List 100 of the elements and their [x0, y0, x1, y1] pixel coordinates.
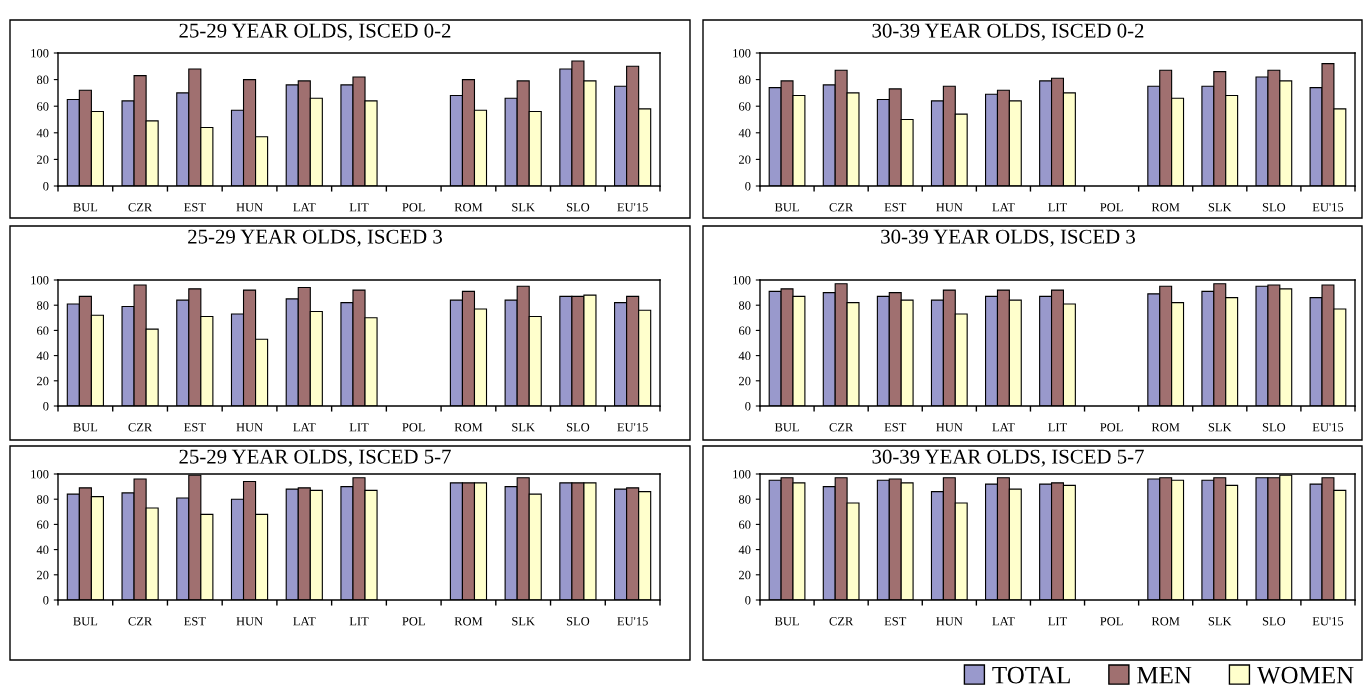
x-tick-label: EU'15 — [617, 203, 648, 212]
x-tick-label: HUN — [236, 203, 263, 212]
y-tick-label: 60 — [739, 520, 751, 529]
x-tick-label: SLO — [1262, 423, 1286, 432]
x-tick-label: BUL — [774, 203, 799, 212]
x-tick-label: LAT — [293, 423, 316, 432]
y-tick-label: 60 — [37, 326, 49, 335]
y-tick-label: 100 — [31, 470, 49, 479]
y-tick-label: 80 — [36, 75, 49, 85]
y-tick-label: 20 — [37, 155, 49, 164]
x-tick-label: BUL — [73, 423, 98, 432]
x-tick-label: SLO — [566, 203, 590, 212]
y-tick-label: 40 — [738, 128, 751, 138]
x-tick-label: SLK — [1208, 617, 1232, 626]
x-tick-label: LIT — [1048, 203, 1068, 212]
x-tick-label: SLK — [512, 423, 535, 432]
x-tick-label: SLK — [512, 617, 535, 626]
y-tick-label: 40 — [36, 128, 49, 138]
x-tick-label: SLO — [1262, 203, 1286, 212]
x-tick-label: ROM — [1151, 203, 1180, 212]
x-tick-label: EST — [884, 423, 907, 432]
x-tick-label: LIT — [1048, 423, 1068, 432]
y-tick-label: 20 — [37, 570, 49, 580]
y-tick-label: 20 — [37, 376, 49, 386]
x-tick-label: HUN — [236, 617, 263, 626]
y-tick-label: 20 — [739, 376, 751, 386]
y-tick-label: 100 — [31, 276, 49, 285]
y-tick-label: 100 — [31, 49, 49, 58]
x-tick-label: HUN — [936, 203, 963, 212]
y-tick-label: 40 — [738, 351, 751, 361]
x-tick-label: ROM — [1151, 617, 1180, 626]
y-tick-label: 100 — [733, 470, 751, 479]
x-tick-label: POL — [1100, 423, 1123, 432]
x-tick-label: LAT — [293, 617, 316, 626]
x-tick-label: HUN — [936, 617, 963, 626]
x-tick-label: ROM — [1151, 423, 1180, 432]
y-tick-label: 40 — [36, 351, 49, 361]
x-tick-label: CZR — [128, 423, 153, 432]
x-tick-label: EU'15 — [1312, 423, 1344, 432]
y-tick-label: 40 — [36, 545, 49, 555]
x-tick-label: ROM — [454, 617, 483, 626]
x-tick-label: BUL — [73, 617, 98, 626]
x-tick-label: ROM — [454, 203, 483, 212]
y-tick-label: 80 — [738, 495, 751, 504]
x-tick-label: POL — [402, 617, 425, 626]
x-tick-label: SLK — [1208, 203, 1232, 212]
x-tick-label: EU'15 — [1312, 203, 1344, 212]
y-tick-label: 0 — [43, 596, 49, 605]
x-tick-label: CZR — [829, 203, 854, 212]
x-tick-label: HUN — [236, 423, 263, 432]
x-tick-label: EU'15 — [1312, 617, 1344, 626]
y-tick-label: 60 — [739, 326, 751, 335]
x-tick-label: CZR — [829, 423, 854, 432]
y-tick-label: 80 — [36, 495, 49, 504]
x-tick-label: CZR — [128, 617, 153, 626]
x-tick-label: EST — [184, 423, 206, 432]
x-tick-label: BUL — [774, 617, 799, 626]
y-tick-label: 80 — [738, 75, 751, 85]
y-tick-label: 60 — [37, 520, 49, 529]
y-tick-label: 20 — [739, 155, 751, 164]
y-tick-label: 0 — [745, 402, 751, 411]
chart-title: 25-29 YEAR OLDS, ISCED 3 — [188, 229, 442, 247]
y-tick-label: 100 — [733, 276, 751, 285]
x-tick-label: LIT — [349, 203, 369, 212]
x-tick-label: LAT — [992, 617, 1015, 626]
x-tick-label: BUL — [774, 423, 799, 432]
y-tick-label: 0 — [43, 182, 49, 191]
y-tick-label: 80 — [738, 301, 751, 310]
x-tick-label: LIT — [1048, 617, 1068, 626]
x-tick-label: SLO — [566, 423, 590, 432]
x-tick-label: POL — [1100, 617, 1123, 626]
x-tick-label: LIT — [349, 617, 369, 626]
x-tick-label: EU'15 — [617, 617, 648, 626]
chart-title: 30-39 YEAR OLDS, ISCED 3 — [881, 229, 1135, 247]
chart-title: 30-39 YEAR OLDS, ISCED 5-7 — [872, 449, 1144, 467]
x-tick-label: EST — [184, 203, 206, 212]
y-tick-label: 20 — [739, 570, 751, 580]
x-tick-label: CZR — [829, 617, 854, 626]
x-tick-label: BUL — [73, 203, 98, 212]
legend-label: TOTAL — [992, 666, 1070, 684]
chart-title: 30-39 YEAR OLDS, ISCED 0-2 — [872, 23, 1144, 41]
x-tick-label: SLK — [1208, 423, 1232, 432]
y-tick-label: 100 — [733, 49, 751, 58]
legend-label: WOMEN — [1256, 666, 1354, 684]
y-tick-label: 40 — [738, 545, 751, 555]
x-tick-label: POL — [402, 423, 425, 432]
x-tick-label: LAT — [293, 203, 316, 212]
x-tick-label: EST — [184, 617, 206, 626]
legend-label: MEN — [1137, 666, 1192, 684]
x-tick-label: ROM — [454, 423, 483, 432]
x-tick-label: SLK — [512, 203, 535, 212]
x-tick-label: LIT — [349, 423, 369, 432]
x-tick-label: EU'15 — [617, 423, 648, 432]
y-tick-label: 0 — [43, 402, 49, 411]
chart-title: 25-29 YEAR OLDS, ISCED 0-2 — [179, 23, 451, 41]
y-tick-label: 80 — [36, 301, 49, 310]
x-tick-label: CZR — [128, 203, 153, 212]
x-tick-label: EST — [884, 203, 907, 212]
y-tick-label: 0 — [745, 596, 751, 605]
y-tick-label: 60 — [739, 102, 751, 111]
